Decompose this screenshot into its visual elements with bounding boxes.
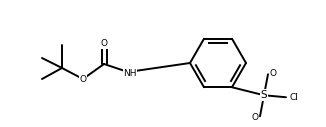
- Text: NH: NH: [123, 68, 137, 77]
- Text: Cl: Cl: [289, 93, 298, 102]
- Text: O: O: [270, 69, 276, 78]
- Text: O: O: [100, 39, 108, 49]
- Text: O: O: [80, 75, 86, 83]
- Text: S: S: [261, 90, 267, 100]
- Text: O: O: [251, 113, 259, 122]
